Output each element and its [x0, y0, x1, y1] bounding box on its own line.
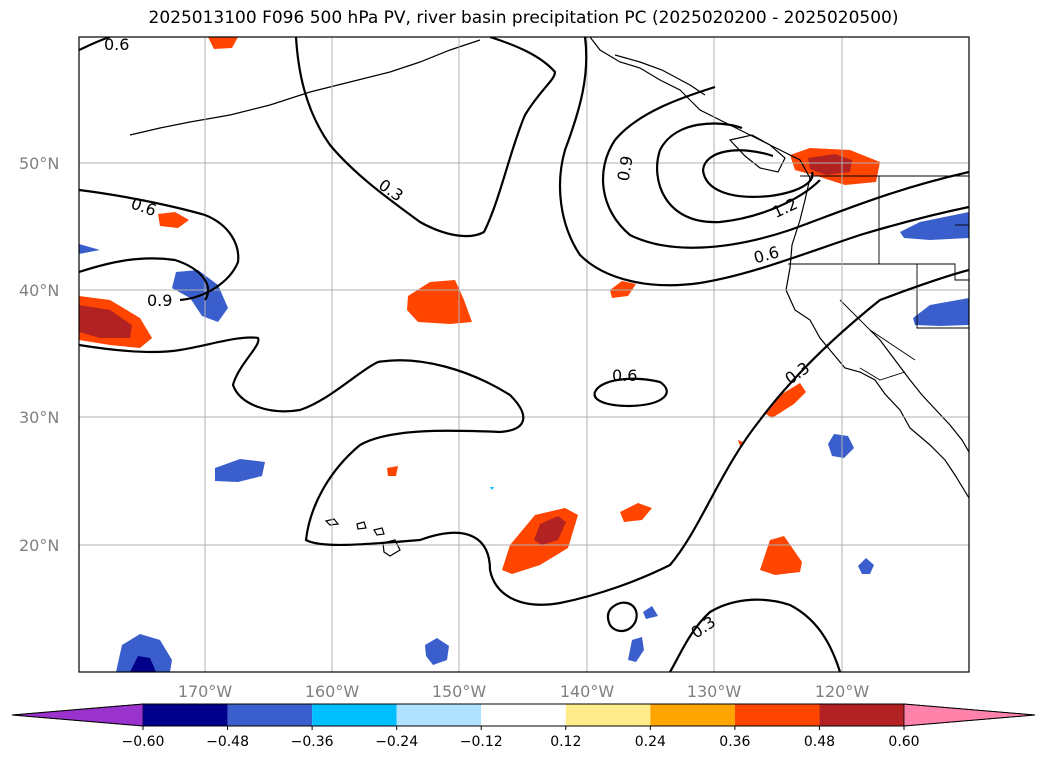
contour-label: 0.6 [612, 366, 637, 385]
colorbar-tick-label: −0.12 [460, 734, 503, 750]
colorbar-segment [312, 704, 397, 726]
latitude-labels: 50°N 40°N 30°N 20°N [19, 154, 59, 555]
contour-label: 0.6 [104, 35, 129, 54]
colorbar-tick-label: −0.60 [122, 734, 165, 750]
colorbar-tick-label: 0.24 [635, 734, 666, 750]
colorbar-tick-label: −0.24 [375, 734, 418, 750]
colorbar-tick-label: 0.12 [550, 734, 581, 750]
map-frame [78, 36, 970, 673]
colorbar-segment [396, 704, 482, 726]
lat-label: 50°N [19, 154, 59, 173]
colorbar-extend-max [903, 703, 1036, 727]
colorbar-tick-label: −0.36 [291, 734, 334, 750]
colorbar-segment [650, 704, 735, 726]
lat-label: 20°N [19, 536, 59, 555]
map-area [79, 37, 969, 672]
colorbar-tick-label: 0.48 [804, 734, 835, 750]
contour-label: 0.9 [147, 291, 172, 310]
coastlines [129, 37, 969, 557]
colorbar-segment [143, 704, 228, 726]
lon-label: 140°W [560, 682, 615, 701]
colorbar-segment [227, 704, 313, 726]
lat-label: 30°N [19, 408, 59, 427]
lon-label: 130°W [687, 682, 742, 701]
map-title: 2025013100 F096 500 hPa PV, river basin … [148, 8, 899, 28]
precip-shading [79, 37, 969, 672]
colorbar-tick-label: −0.48 [206, 734, 249, 750]
colorbar-segment [565, 704, 651, 726]
colorbar-segment [819, 704, 904, 726]
colorbar-segment [734, 704, 820, 726]
contour-label: 0.9 [614, 154, 637, 182]
longitude-labels: 170°W 160°W 150°W 140°W 130°W 120°W [178, 682, 870, 701]
pv-contours [79, 37, 969, 672]
colorbar-extend-min [11, 703, 144, 727]
lat-label: 40°N [19, 281, 59, 300]
colorbar-tick-label: 0.36 [719, 734, 750, 750]
colorbar-segment [481, 704, 566, 726]
colorbar-tick-label: 0.60 [888, 734, 919, 750]
lon-label: 160°W [305, 682, 360, 701]
colorbar: −0.60 −0.48 −0.36 −0.24 −0.12 0.12 0.24 0.36 0.4… [11, 703, 1036, 750]
lon-label: 120°W [815, 682, 870, 701]
lon-label: 170°W [178, 682, 233, 701]
lon-label: 150°W [432, 682, 487, 701]
